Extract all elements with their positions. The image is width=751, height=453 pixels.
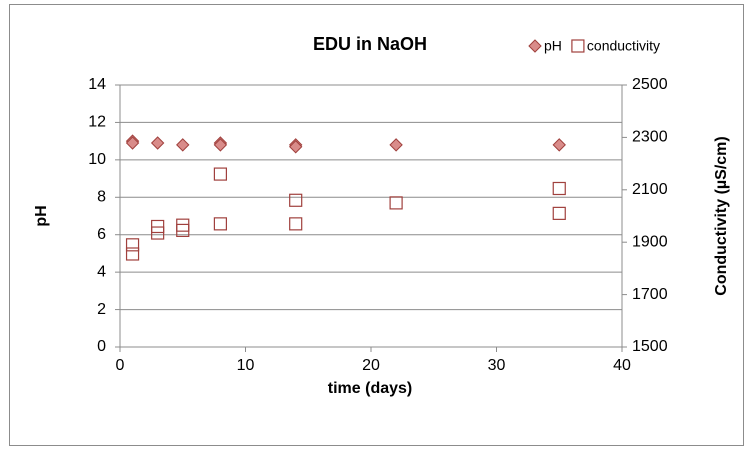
x-tick-label: 0 bbox=[116, 357, 125, 374]
point bbox=[288, 140, 303, 154]
y2-tick-label: 2100 bbox=[632, 181, 668, 198]
x-tick-label: 10 bbox=[237, 357, 255, 374]
point bbox=[125, 247, 140, 261]
point bbox=[289, 217, 303, 231]
y-tick-label: 6 bbox=[97, 226, 106, 243]
legend-label: pH bbox=[544, 38, 562, 54]
point bbox=[125, 238, 140, 252]
point bbox=[552, 181, 566, 196]
point bbox=[213, 167, 227, 181]
point bbox=[389, 138, 403, 152]
legend-label: conductivity bbox=[587, 38, 660, 54]
legend-marker bbox=[528, 39, 542, 53]
y-tick-label: 8 bbox=[97, 189, 106, 206]
x-tick-label: 40 bbox=[613, 357, 631, 374]
y2-tick-label: 1700 bbox=[632, 286, 668, 303]
chart-title: EDU in NaOH bbox=[313, 34, 427, 54]
y-tick-label: 2 bbox=[97, 301, 106, 318]
x-tick-label: 20 bbox=[362, 357, 380, 374]
y-tick-label: 10 bbox=[88, 151, 106, 168]
y-tick-label: 4 bbox=[97, 263, 106, 280]
point bbox=[213, 138, 228, 152]
point bbox=[552, 138, 566, 152]
point bbox=[151, 226, 165, 240]
y2-tick-label: 2300 bbox=[632, 129, 668, 146]
y-tick-label: 0 bbox=[97, 338, 106, 355]
point bbox=[289, 193, 303, 207]
point bbox=[389, 196, 403, 210]
x-tick-label: 30 bbox=[488, 357, 506, 374]
point bbox=[213, 217, 227, 231]
y2-tick-label: 1500 bbox=[632, 338, 668, 355]
point bbox=[176, 138, 190, 152]
point bbox=[552, 206, 566, 220]
point bbox=[150, 136, 165, 150]
point bbox=[176, 223, 190, 238]
legend-marker bbox=[571, 39, 585, 53]
point bbox=[125, 136, 140, 150]
chart-border bbox=[9, 4, 744, 446]
y-tick-label: 14 bbox=[88, 76, 106, 93]
x-axis-title: time (days) bbox=[328, 380, 412, 397]
y2-tick-label: 2500 bbox=[632, 76, 668, 93]
y-tick-label: 12 bbox=[88, 114, 106, 131]
y2-tick-label: 1900 bbox=[632, 233, 668, 250]
y2-axis-title: Conductivity (µS/cm) bbox=[713, 136, 730, 295]
y-axis-title: pH bbox=[33, 205, 50, 226]
